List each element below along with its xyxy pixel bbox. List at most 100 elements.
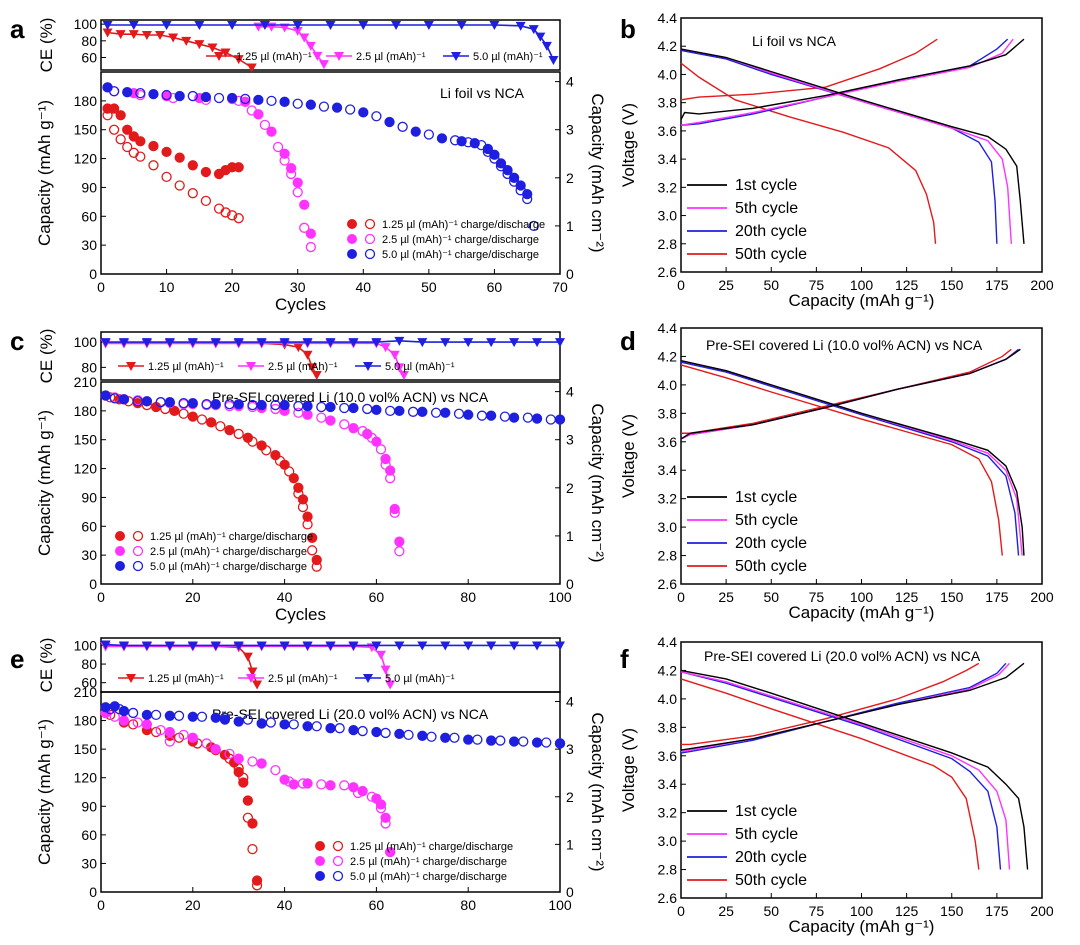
legend-label: 20th cycle xyxy=(735,535,807,552)
capacity-point-filled xyxy=(371,726,382,738)
y-tick-label: 120 xyxy=(74,461,98,477)
capacity-point-open xyxy=(187,90,198,102)
ce-point xyxy=(256,641,267,651)
ce-point xyxy=(325,21,336,30)
capacity-point-open xyxy=(155,397,166,408)
capacity-point-open xyxy=(109,393,120,404)
capacity-point-filled xyxy=(394,405,405,417)
y-tick-label: 3.2 xyxy=(658,179,678,195)
capacity-point-filled xyxy=(348,402,359,414)
capacity-point-open xyxy=(238,772,249,783)
ce-point xyxy=(532,641,543,651)
capacity-plot-frame xyxy=(100,381,561,585)
capacity-point-filled xyxy=(302,721,313,732)
capacity-point-open xyxy=(132,396,143,407)
capacity-point-open xyxy=(270,403,281,415)
y-tick-label: 3.2 xyxy=(658,491,678,507)
capacity-point-filled xyxy=(348,724,359,736)
y2-tick-label: 2 xyxy=(566,480,574,496)
capacity-point-open xyxy=(345,104,356,115)
ce-point xyxy=(371,641,382,651)
capacity-point-filled xyxy=(325,401,336,413)
capacity-point-filled xyxy=(508,736,520,747)
ce-legend-marker xyxy=(214,52,224,61)
ce-point xyxy=(486,338,497,348)
curve-discharge-2 xyxy=(680,671,1011,870)
y-tick-label: 30 xyxy=(81,855,97,871)
x-tick-label: 200 xyxy=(1030,277,1054,293)
ce-point xyxy=(548,56,559,65)
capacity-point-filled xyxy=(531,413,543,424)
x-tick-label: 100 xyxy=(850,903,874,919)
capacity-point-open xyxy=(270,399,281,411)
capacity-point-open xyxy=(196,414,208,425)
ce-point xyxy=(207,43,218,53)
curve-discharge-4 xyxy=(680,364,1003,556)
x-tick-label: 125 xyxy=(895,589,919,605)
x-tick-label: 75 xyxy=(809,277,825,293)
legend-label: 5th cycle xyxy=(735,826,798,843)
capacity-point-open xyxy=(385,405,396,417)
capacity-point-filled xyxy=(270,449,281,461)
ce-point xyxy=(385,680,396,690)
capacity-point-filled xyxy=(302,409,313,420)
capacity-point-open xyxy=(122,141,133,153)
x-tick-label: 25 xyxy=(718,277,734,293)
y-tick-label: 2.8 xyxy=(658,548,678,564)
capacity-point-open xyxy=(108,86,120,97)
ce-tick-label: 100 xyxy=(74,334,98,350)
x-tick-label: 175 xyxy=(985,277,1009,293)
capacity-point-open xyxy=(127,719,139,730)
x-tick-label: 40 xyxy=(277,589,293,605)
capacity-point-open xyxy=(371,111,382,122)
ce-point xyxy=(541,41,552,51)
y-axis-label: Voltage (V) xyxy=(619,728,638,812)
capacity-point-open xyxy=(403,729,414,741)
capacity-point-open xyxy=(224,748,235,760)
y-tick-label: 90 xyxy=(81,179,97,195)
capacity-point-filled xyxy=(247,818,258,829)
capacity-point-open xyxy=(155,724,166,736)
x-tick-label: 40 xyxy=(277,897,293,913)
capacity-point-filled xyxy=(233,753,244,764)
ce-legend-marker xyxy=(363,674,373,683)
legend-label: 5.0 µl (mAh)⁻¹ charge/discharge xyxy=(150,561,307,573)
capacity-point-filled xyxy=(174,90,185,102)
y-tick-label: 4.0 xyxy=(658,66,678,82)
y-tick-label: 90 xyxy=(81,489,97,505)
ce-tick-label: 60 xyxy=(81,675,97,691)
ce-point xyxy=(394,363,405,373)
capacity-point-filled xyxy=(302,511,313,522)
ce-point xyxy=(293,343,304,353)
ce-point xyxy=(194,40,205,50)
capacity-point-open xyxy=(240,93,251,105)
x-tick-label: 70 xyxy=(552,279,568,295)
x-tick-label: 125 xyxy=(895,277,919,293)
ce-point xyxy=(509,338,520,348)
ce-point xyxy=(394,336,405,346)
legend-marker-filled xyxy=(347,249,357,259)
capacity-point-filled xyxy=(210,743,221,755)
x-tick-label: 30 xyxy=(290,279,306,295)
x-tick-label: 0 xyxy=(677,277,685,293)
chart-title: Pre-SEI covered Li (10.0 vol% ACN) vs NC… xyxy=(212,389,489,405)
capacity-point-open xyxy=(306,545,318,556)
curve-discharge-2 xyxy=(680,48,1013,244)
capacity-point-filled xyxy=(206,417,217,428)
capacity-point-open xyxy=(272,141,284,153)
y-tick-label: 0 xyxy=(89,576,97,592)
capacity-point-open xyxy=(316,401,327,413)
ce-point xyxy=(489,21,500,30)
ce-point xyxy=(292,26,303,36)
x-tick-label: 10 xyxy=(159,279,175,295)
ce-point xyxy=(302,641,313,651)
capacity-point-open xyxy=(449,732,460,743)
y-tick-label: 180 xyxy=(74,93,98,109)
y-tick-label: 3.2 xyxy=(658,805,678,821)
ce-point xyxy=(164,338,175,348)
capacity-point-open xyxy=(135,88,146,99)
y-tick-label: 3.6 xyxy=(658,748,678,764)
capacity-point-open xyxy=(187,188,198,199)
ce-point xyxy=(555,641,565,651)
